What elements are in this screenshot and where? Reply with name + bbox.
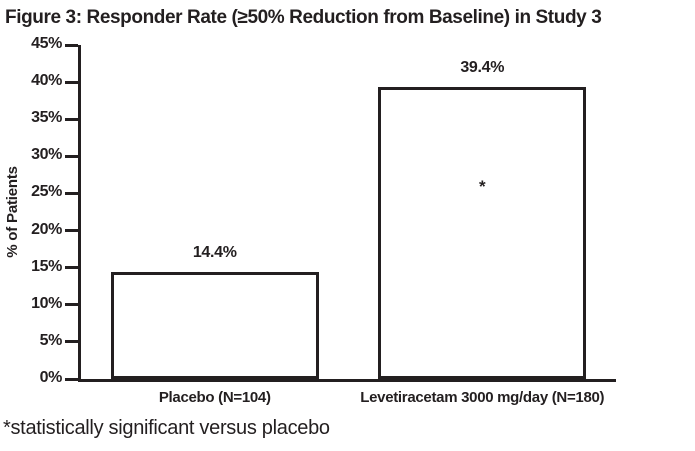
bar-value-label: 14.4%: [192, 244, 237, 262]
y-tick: [65, 154, 78, 158]
y-tick: [65, 303, 78, 307]
y-tick: [65, 117, 78, 121]
y-tick: [65, 340, 78, 344]
y-tick-label: 20%: [31, 220, 62, 238]
y-tick: [65, 229, 78, 233]
y-tick: [65, 266, 78, 270]
y-tick-label: 40%: [31, 72, 62, 90]
significance-asterisk: *: [478, 177, 486, 197]
y-tick-label: 25%: [31, 183, 62, 201]
y-tick: [65, 80, 78, 84]
footnote: *statistically significant versus placeb…: [3, 417, 330, 439]
bar-1: [378, 87, 587, 379]
y-tick-label: 30%: [31, 146, 62, 164]
y-tick: [65, 377, 78, 381]
x-category-label: Placebo (N=104): [158, 389, 271, 406]
y-tick-label: 45%: [31, 35, 62, 52]
y-tick-label: 5%: [39, 331, 63, 349]
y-axis-title: % of Patients: [4, 166, 21, 258]
y-tick: [65, 43, 78, 47]
y-tick-label: 10%: [31, 294, 62, 312]
figure-title: Figure 3: Responder Rate (≥50% Reduction…: [5, 7, 602, 28]
x-category-label: Levetiracetam 3000 mg/day (N=180): [360, 389, 605, 406]
bar-0: [110, 272, 319, 379]
y-tick: [65, 191, 78, 195]
y-tick-label: 15%: [31, 257, 62, 275]
bar-value-label: 39.4%: [460, 58, 505, 76]
y-tick-label: 0%: [39, 369, 63, 386]
plot-area: 0% 5% 10% 15% 20% 25% 30% 35% 40% 45% 14.4% Placebo…: [31, 35, 616, 406]
y-tick-label: 35%: [31, 109, 62, 127]
